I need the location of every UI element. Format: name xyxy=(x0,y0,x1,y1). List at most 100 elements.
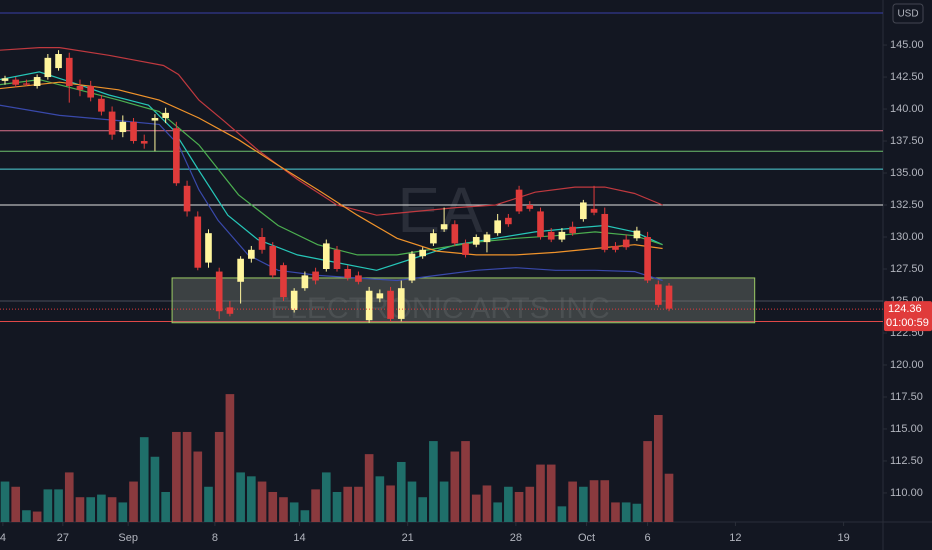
volume-bar xyxy=(493,502,502,522)
y-tick-label: 130.00 xyxy=(890,231,924,243)
candle-body xyxy=(76,85,84,90)
last-price-badge xyxy=(884,301,932,332)
volume-bar xyxy=(525,486,535,522)
candle-body xyxy=(87,85,95,98)
candle-body xyxy=(108,111,116,135)
volume-bar xyxy=(386,485,395,522)
candle-body xyxy=(130,121,137,142)
volume-bar xyxy=(611,502,620,522)
candle-body xyxy=(505,217,512,225)
candle-body xyxy=(205,233,212,263)
volume-bar xyxy=(632,503,642,522)
volume-bar xyxy=(107,497,117,522)
volume-bar xyxy=(43,489,53,522)
candle-body xyxy=(376,293,384,299)
x-tick-label: 14 xyxy=(293,532,305,544)
candle-body xyxy=(537,211,544,238)
candle-body xyxy=(44,57,52,78)
volume-bar xyxy=(268,491,278,522)
x-tick-label: 28 xyxy=(510,532,522,544)
volume-bar xyxy=(11,486,21,522)
volume-bar xyxy=(289,502,299,522)
volume-bar xyxy=(354,486,363,522)
candle-body xyxy=(23,83,30,85)
moving-average xyxy=(0,71,663,271)
volume-bar xyxy=(600,480,610,522)
candle-body xyxy=(590,208,598,213)
volume-bar xyxy=(214,431,224,522)
moving-average xyxy=(0,47,663,216)
volume-bar xyxy=(343,486,353,522)
volume-bar xyxy=(129,481,138,522)
candle-body xyxy=(290,290,298,310)
moving-average xyxy=(0,104,663,282)
candle-body xyxy=(419,249,427,257)
x-tick-label: 6 xyxy=(645,532,651,544)
candle-body xyxy=(140,141,148,144)
currency: USD xyxy=(897,9,918,20)
y-tick-label: 117.50 xyxy=(890,391,923,403)
candle-body xyxy=(526,205,534,209)
volume-bar xyxy=(557,506,567,522)
volume-bar xyxy=(257,481,267,522)
candle-body xyxy=(12,79,20,85)
candle-body xyxy=(622,239,630,248)
volume-bar xyxy=(150,456,160,522)
candle-body xyxy=(494,220,501,234)
candle-body xyxy=(237,258,244,282)
volume-bar xyxy=(375,476,385,522)
volume-bar xyxy=(75,497,85,522)
volume-bar xyxy=(279,497,288,522)
candle-body xyxy=(451,224,459,244)
candle-body xyxy=(644,237,651,281)
candle-body xyxy=(162,112,169,118)
candle-body xyxy=(665,285,673,309)
candle-body xyxy=(430,233,437,244)
last-price-label: 124.36 xyxy=(888,303,922,315)
volume-bar xyxy=(439,481,449,522)
volume-bar xyxy=(300,510,310,522)
candle-body xyxy=(547,231,555,240)
volume-bar xyxy=(118,502,128,522)
x-tick-label: 21 xyxy=(402,532,414,544)
candle-body xyxy=(462,243,469,255)
volume-bar xyxy=(568,481,577,522)
y-tick-label: 112.50 xyxy=(890,455,923,467)
candle-body xyxy=(387,290,394,319)
volume-bar xyxy=(589,480,599,522)
volume-bar xyxy=(236,472,245,522)
candle-body xyxy=(355,275,362,282)
candle-body xyxy=(215,271,223,312)
watermark: EA xyxy=(397,174,483,246)
candle-body xyxy=(301,275,309,289)
volume-bar xyxy=(86,497,96,522)
candle-body xyxy=(183,185,191,212)
y-tick-label: 135.00 xyxy=(890,167,924,179)
volume-bar xyxy=(643,441,652,522)
y-tick-label: 137.50 xyxy=(890,135,924,147)
y-tick-label: 132.50 xyxy=(890,199,924,211)
volume-bar xyxy=(482,485,492,522)
candle-body xyxy=(173,128,180,184)
candle-body xyxy=(483,234,491,243)
candle-body xyxy=(322,243,330,269)
candle-body xyxy=(440,224,448,230)
candle-body xyxy=(580,202,587,220)
volume-bar xyxy=(504,486,513,522)
volume-bar xyxy=(396,461,406,522)
volume-bar xyxy=(97,494,106,522)
volume-bar xyxy=(247,476,256,522)
volume-bar xyxy=(22,510,31,522)
currency-box xyxy=(892,3,924,24)
candle-body xyxy=(258,237,266,250)
candle-body xyxy=(1,78,9,81)
candle-body xyxy=(312,271,319,281)
volume-bar xyxy=(429,441,438,522)
volume-bar xyxy=(321,472,331,522)
candle-body xyxy=(397,288,405,319)
y-tick-label: 127.50 xyxy=(890,263,924,275)
y-tick-label: 145.00 xyxy=(890,39,924,51)
volume-bar xyxy=(364,454,374,522)
volume-bar xyxy=(653,414,663,522)
